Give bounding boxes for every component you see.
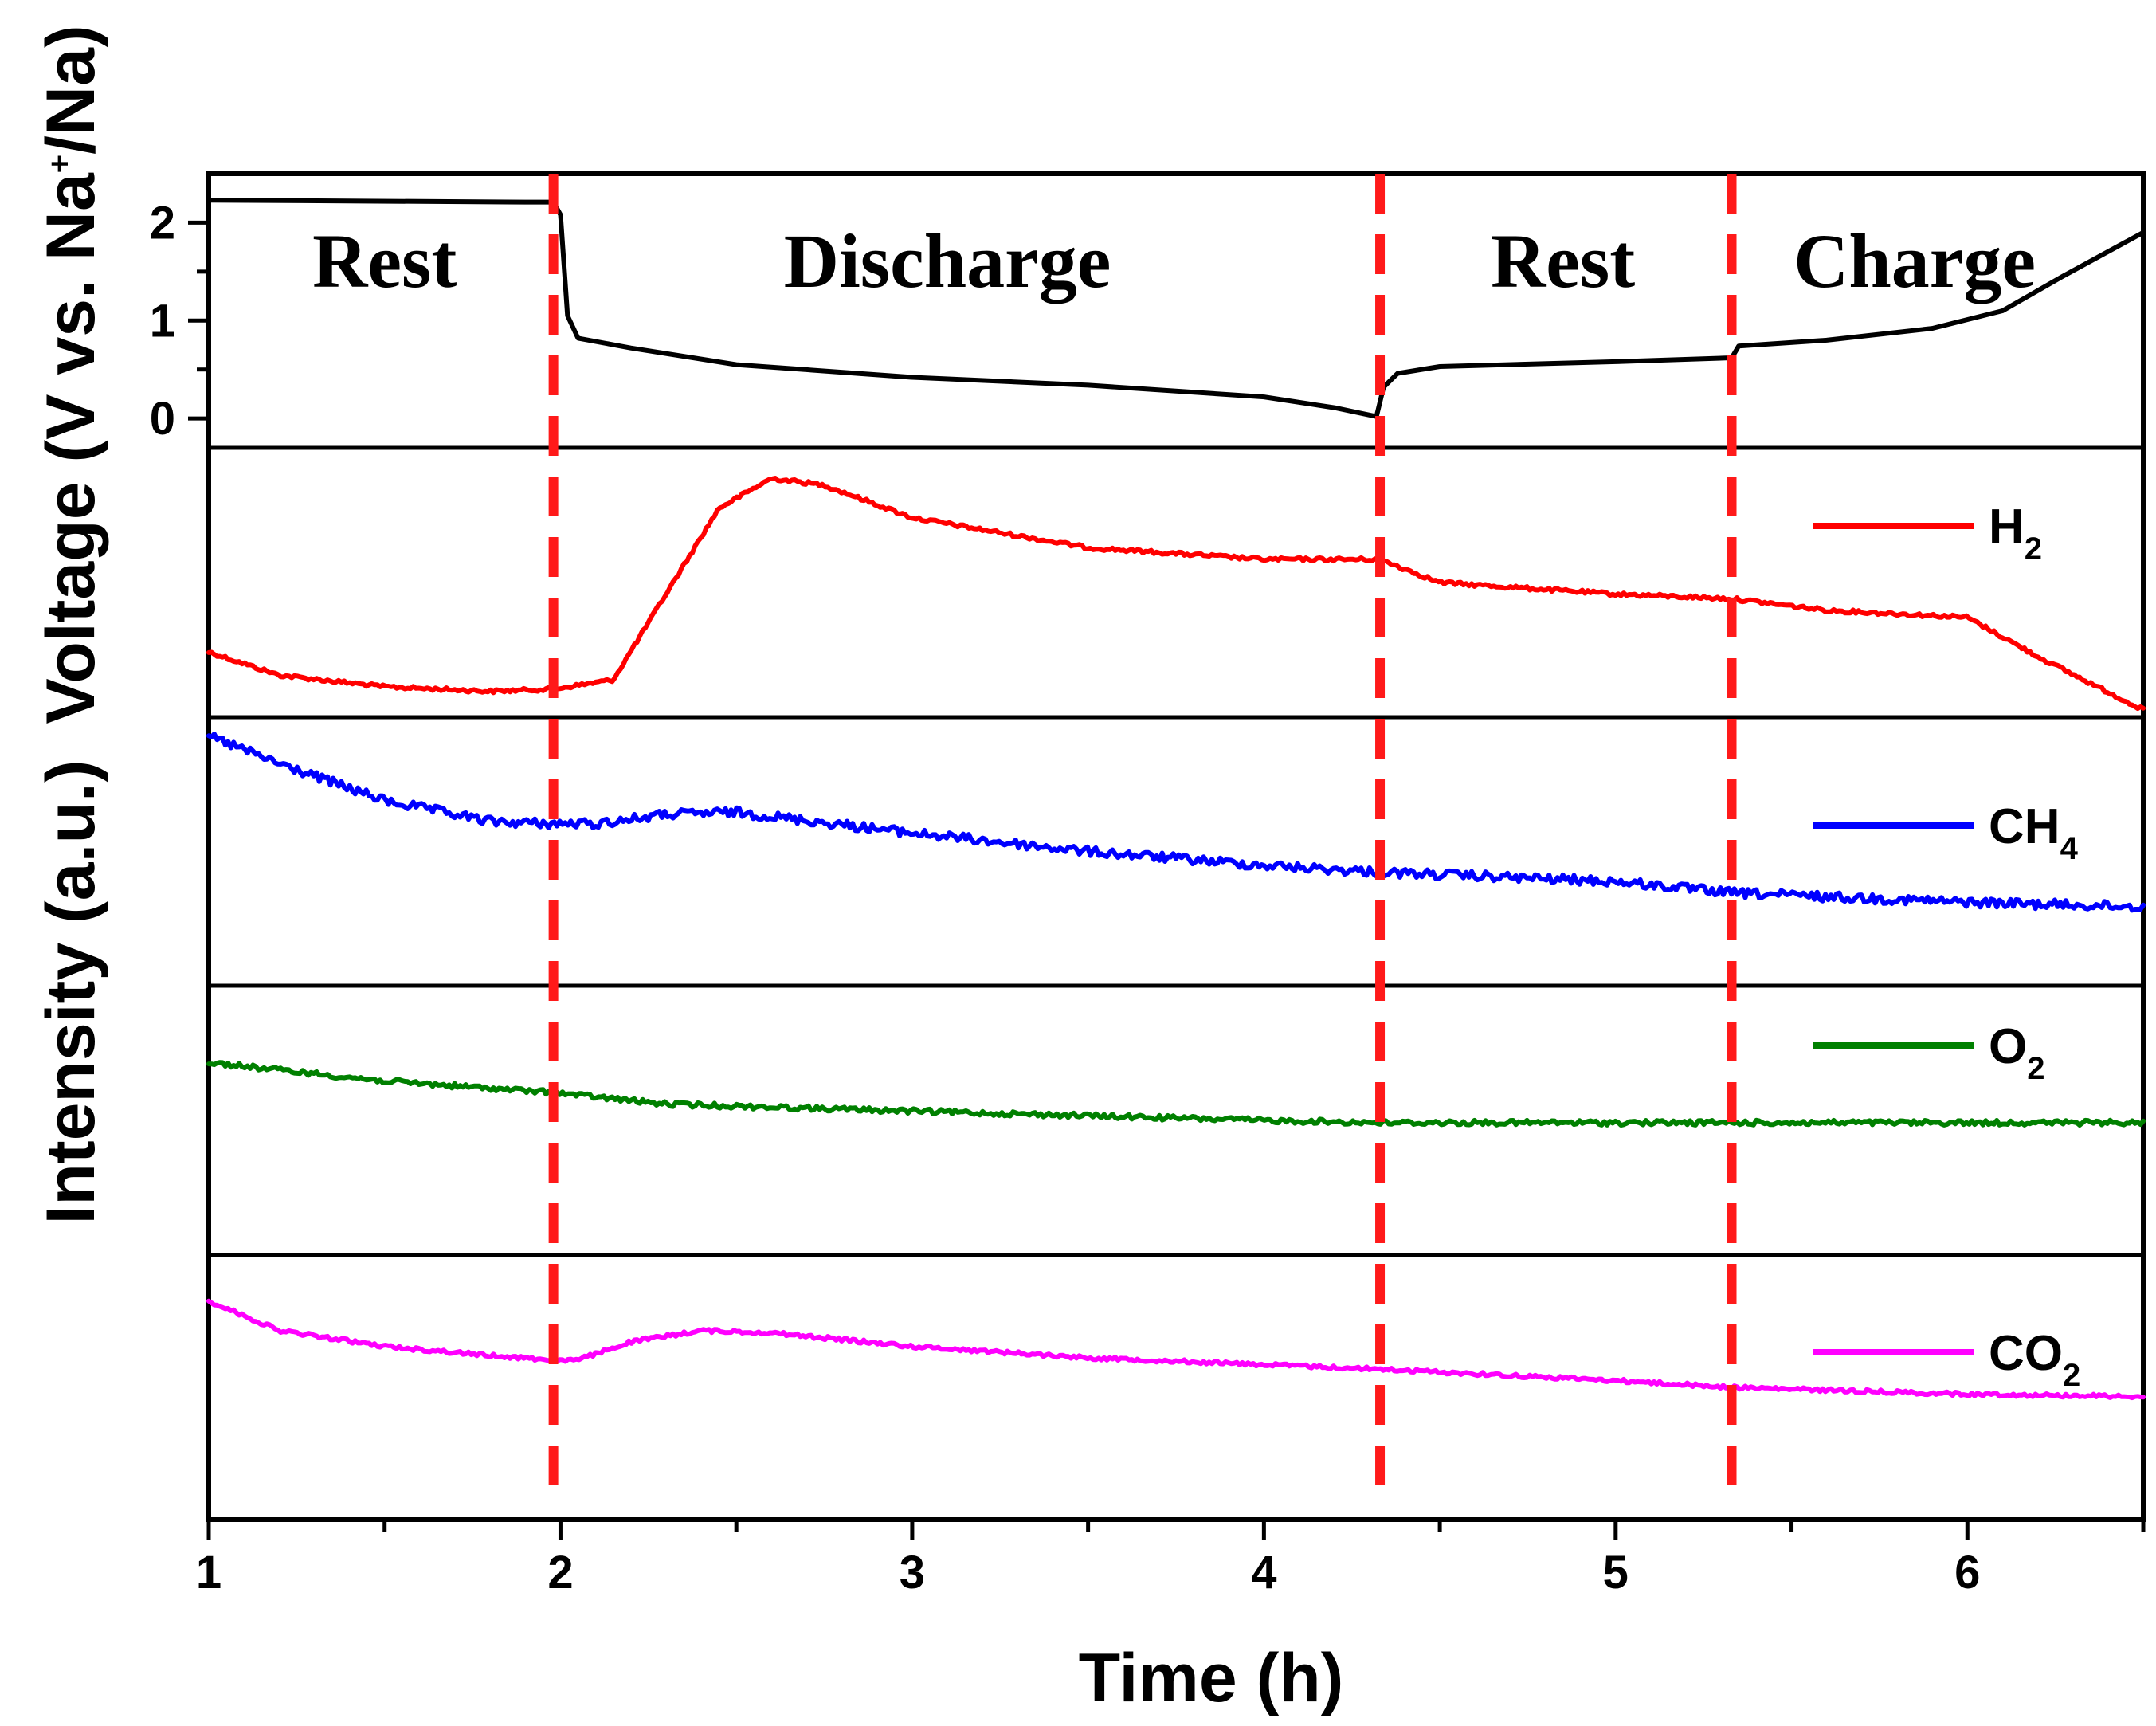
y-axis-title-voltage: Voltage (V vs. Na+/Na) [33,25,109,724]
phase-boundaries [548,174,1737,1504]
legends: H2 CH4 O2 CO2 [1813,500,2080,1393]
series-layer [206,198,2146,1401]
x-tick-label: 3 [900,1547,925,1599]
phase-label-rest: Rest [312,218,457,304]
legend-label: O2 [1989,1019,2044,1086]
series-o2-line [206,1060,2146,1128]
voltage-curve [206,198,2146,419]
voltage-title-prefix: Voltage (V vs. Na [33,172,109,724]
legend-label: CH4 [1989,799,2079,866]
x-tick-label: 5 [1603,1547,1629,1599]
voltage-title-sup: + [42,155,77,173]
x-tick-label: 4 [1251,1547,1276,1599]
voltage-title-suffix: /Na) [33,25,109,154]
voltage-y-tick-label: 1 [150,295,175,347]
legend-label: H2 [1989,500,2042,567]
x-tick-label: 1 [196,1547,221,1599]
phase-label-charge: Charge [1793,218,2036,304]
axis-ticks: 1 2 3 4 5 6 0 1 2 [150,197,2146,1599]
plot-frame [206,171,2146,1522]
phase-labels: Rest Discharge Rest Charge [312,218,2036,304]
voltage-y-tick-label: 2 [150,197,175,249]
x-tick-label: 6 [1954,1547,1980,1599]
x-tick-label: 2 [547,1547,573,1599]
phase-label-discharge: Discharge [784,218,1111,304]
panel-frames [206,171,2146,1522]
x-axis-title: Time (h) [1079,1640,1344,1716]
y-axis-title-intensity: Intensity (a.u.) [33,760,109,1225]
legend-label: CO2 [1989,1326,2080,1393]
series-ch4-line [206,732,2146,913]
series-co2-line [206,1298,2146,1401]
series-h2-line [206,476,2146,712]
phase-label-rest: Rest [1491,218,1635,304]
voltage-y-tick-label: 0 [150,393,175,445]
